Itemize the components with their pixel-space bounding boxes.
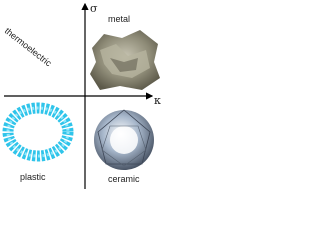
quadrant-label: ceramic (108, 174, 140, 184)
diagram: σ κ thermoelectric metal plastic ceramic (2, 2, 161, 189)
quadrant-label: thermoelectric (3, 26, 54, 69)
plastic-image (2, 102, 74, 162)
quadrant-label: plastic (20, 172, 46, 182)
x-axis-label: κ (154, 94, 161, 107)
quadrant-label: metal (108, 14, 130, 24)
ceramic-image (94, 109, 154, 170)
metal-image (90, 30, 160, 90)
y-axis-label: σ (90, 2, 98, 15)
